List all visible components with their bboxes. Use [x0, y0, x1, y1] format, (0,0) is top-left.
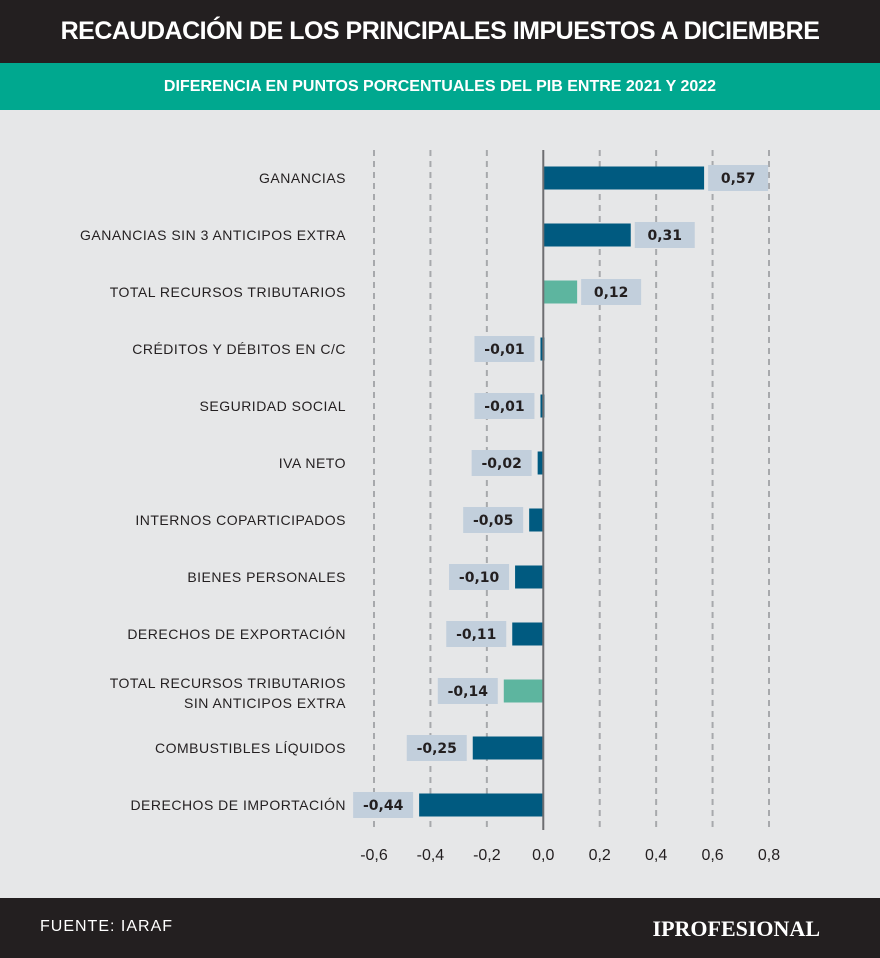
category-label: CRÉDITOS Y DÉBITOS EN C/C: [132, 341, 346, 357]
category-label: INTERNOS COPARTICIPADOS: [135, 512, 346, 528]
category-label-line: IVA NETO: [279, 455, 346, 471]
bar: [543, 166, 705, 190]
bar: [515, 565, 544, 589]
chart-title: RECAUDACIÓN DE LOS PRINCIPALES IMPUESTOS…: [60, 17, 820, 45]
category-label: TOTAL RECURSOS TRIBUTARIOS: [110, 284, 346, 300]
x-tick-label: 0,8: [758, 847, 780, 864]
category-label-line: TOTAL RECURSOS TRIBUTARIOS: [110, 675, 346, 691]
x-tick-label: 0,2: [589, 847, 611, 864]
bar: [537, 451, 544, 475]
value-label-bg: [449, 564, 510, 590]
category-label-line: BIENES PERSONALES: [187, 569, 346, 585]
category-label-line: TOTAL RECURSOS TRIBUTARIOS: [110, 284, 346, 300]
value-label: -0,01: [484, 342, 524, 358]
category-label-line: DERECHOS DE EXPORTACIÓN: [127, 626, 346, 642]
bar-chart: GANANCIAS GANANCIAS SIN 3 ANTICIPOS EXTRA…: [80, 150, 780, 864]
x-tick-label: 0,4: [645, 847, 667, 864]
value-label: -0,05: [473, 513, 513, 529]
category-label: GANANCIAS SIN 3 ANTICIPOS EXTRA: [80, 227, 346, 243]
bar: [472, 736, 544, 760]
category-label: TOTAL RECURSOS TRIBUTARIOS SIN ANTICIPOS …: [110, 675, 346, 711]
category-label-line: SEGURIDAD SOCIAL: [200, 398, 346, 414]
source-text: FUENTE: IARAF: [40, 918, 174, 935]
value-label: -0,01: [484, 399, 524, 415]
x-tick-label: -0,6: [360, 847, 388, 864]
value-label: -0,44: [363, 798, 404, 814]
x-tick-label: -0,2: [473, 847, 501, 864]
subtitle-bar: DIFERENCIA EN PUNTOS PORCENTUALES DEL PI…: [0, 63, 880, 110]
category-label: IVA NETO: [279, 455, 346, 471]
value-label: -0,10: [459, 570, 500, 586]
category-labels: GANANCIAS GANANCIAS SIN 3 ANTICIPOS EXTRA…: [80, 170, 346, 813]
value-label-bg: [474, 393, 535, 419]
value-label: -0,02: [481, 456, 521, 472]
value-label-bg: [406, 735, 467, 761]
footer: FUENTE: IARAF IPROFESIONAL: [0, 898, 880, 958]
category-label-line: DERECHOS DE IMPORTACIÓN: [130, 797, 346, 813]
brand-logo: IPROFESIONAL: [652, 916, 820, 941]
bar: [543, 280, 578, 304]
bar: [419, 793, 544, 817]
value-label: -0,14: [448, 684, 489, 700]
x-tick-label: -0,4: [417, 847, 445, 864]
value-label-bg: [581, 279, 642, 305]
x-tick-label: 0,0: [532, 847, 554, 864]
value-label: 0,31: [647, 228, 682, 244]
bar: [543, 223, 631, 247]
value-labels: 0,57 0,31 0,12 -0,01 -0,01 -0,02 -0,05 -0,10 -0,…: [353, 165, 769, 818]
value-label-bg: [471, 450, 532, 476]
x-axis-ticks: -0,6 -0,4 -0,2 0,0 0,2 0,4 0,6 0,8: [360, 847, 780, 864]
value-label-bg: [446, 621, 507, 647]
value-label-bg: [474, 336, 535, 362]
x-tick-label: 0,6: [701, 847, 723, 864]
value-label: 0,12: [594, 285, 629, 301]
category-label: BIENES PERSONALES: [187, 569, 346, 585]
category-label: SEGURIDAD SOCIAL: [200, 398, 346, 414]
category-label-line: CRÉDITOS Y DÉBITOS EN C/C: [132, 341, 346, 357]
category-label: DERECHOS DE EXPORTACIÓN: [127, 626, 346, 642]
value-label: -0,25: [417, 741, 457, 757]
bars: [419, 166, 705, 817]
category-label-line: GANANCIAS SIN 3 ANTICIPOS EXTRA: [80, 227, 346, 243]
value-label: 0,57: [721, 171, 756, 187]
value-label-bg: [353, 792, 414, 818]
grid-lines: [373, 150, 770, 830]
value-label-bg: [463, 507, 524, 533]
category-label-line: SIN ANTICIPOS EXTRA: [184, 695, 346, 711]
category-label: DERECHOS DE IMPORTACIÓN: [130, 797, 346, 813]
value-label: -0,11: [456, 627, 496, 643]
category-label: COMBUSTIBLES LÍQUIDOS: [155, 740, 346, 756]
value-label-bg: [634, 222, 695, 248]
category-label: GANANCIAS: [259, 170, 346, 186]
category-label-line: COMBUSTIBLES LÍQUIDOS: [155, 740, 346, 756]
chart-subtitle: DIFERENCIA EN PUNTOS PORCENTUALES DEL PI…: [163, 77, 717, 95]
category-label-line: INTERNOS COPARTICIPADOS: [135, 512, 346, 528]
value-label-bg: [437, 678, 498, 704]
value-label-bg: [708, 165, 769, 191]
category-label-line: GANANCIAS: [259, 170, 346, 186]
bar: [512, 622, 544, 646]
bar: [503, 679, 544, 703]
bar: [529, 508, 544, 532]
title-bar: RECAUDACIÓN DE LOS PRINCIPALES IMPUESTOS…: [0, 0, 880, 63]
